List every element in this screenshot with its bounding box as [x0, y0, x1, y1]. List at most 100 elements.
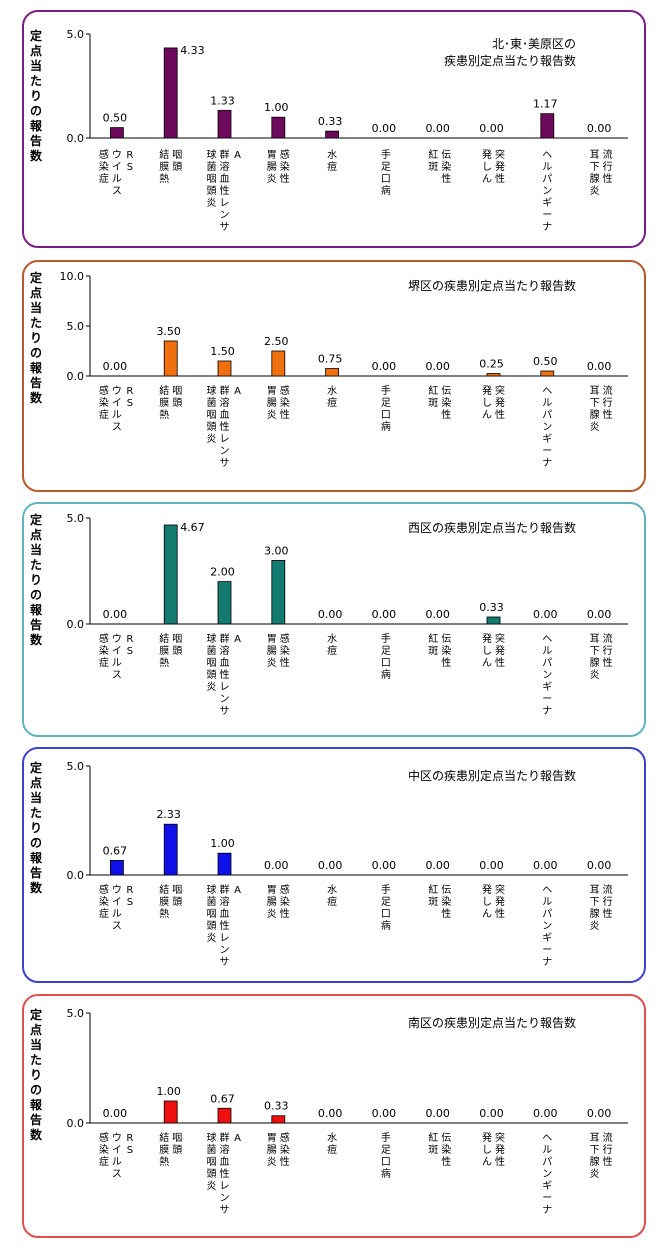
- category-label-char: 頭: [207, 669, 217, 681]
- data-label: 0.00: [479, 859, 504, 872]
- data-label: 0.00: [425, 608, 450, 621]
- category-label-char: 痘: [327, 1143, 337, 1156]
- category-label-char: 咽: [172, 1132, 182, 1144]
- y-axis-label-char: た: [30, 74, 42, 88]
- category-label-char: 血: [220, 656, 230, 669]
- y-axis-label-char: 点: [30, 527, 42, 542]
- category-label-char: ル: [112, 1157, 122, 1168]
- category-label-char: 突: [495, 1131, 505, 1144]
- category-label-char: 感: [99, 148, 109, 161]
- data-label: 0.00: [103, 1107, 128, 1120]
- category-label-char: ン: [542, 422, 552, 433]
- bar: [325, 368, 340, 377]
- data-label: 0.33: [479, 601, 504, 614]
- bar: [163, 524, 178, 625]
- category-label-char: 水: [327, 385, 337, 397]
- category-label-char: 性: [220, 919, 230, 932]
- category-label-char: 性: [603, 172, 613, 185]
- category-label-char: 染: [280, 396, 290, 409]
- category-label-char: ン: [220, 694, 230, 705]
- category-label-char: 口: [381, 658, 391, 669]
- category-label-char: 染: [441, 644, 451, 657]
- category-label-char: 腺: [590, 408, 600, 421]
- category-label-char: 性: [603, 907, 613, 920]
- y-axis-label-char: 数: [30, 390, 43, 405]
- category-label-char: 頭: [207, 185, 217, 197]
- category-label: 伝染性: [441, 884, 451, 920]
- category-label-char: 痘: [327, 895, 337, 908]
- category-label: 結膜熱: [159, 384, 169, 421]
- category-label: 球菌咽頭炎: [207, 384, 217, 445]
- category-label-char: レ: [220, 434, 230, 445]
- category-label-char: ル: [542, 162, 552, 173]
- category-label-char: 水: [327, 149, 337, 161]
- category-label: 突発性: [495, 632, 505, 669]
- category-label-char: 結: [159, 148, 169, 161]
- data-label: 0.00: [103, 360, 128, 373]
- chart-panel-1: 定点当たりの報告数 0.0 5.0 10.0 堺区の疾患別定点当たり報告数 0.00 R S ウ…: [22, 260, 646, 492]
- category-label-char: 病: [381, 668, 391, 681]
- data-label: 0.00: [372, 122, 397, 135]
- category-label: 流行性: [603, 384, 613, 421]
- category-label-char: 発: [495, 1143, 505, 1156]
- y-tick-label: 5.0: [67, 28, 85, 41]
- category-label: 耳下腺炎: [590, 1132, 600, 1180]
- y-axis-label-char: た: [30, 558, 42, 572]
- category-label-char: 手: [381, 1131, 391, 1144]
- category-label: 球菌咽頭炎: [207, 1131, 217, 1192]
- category-label-char: 性: [603, 1155, 613, 1168]
- y-axis-label-char: 当: [30, 790, 42, 805]
- chart-title: 北･東･美原区の: [492, 37, 576, 51]
- category-label-char: 性: [495, 1155, 505, 1168]
- category-label: 胃腸炎: [267, 884, 277, 920]
- category-label-char: 結: [159, 1131, 169, 1144]
- category-label-char: 発: [482, 1131, 492, 1144]
- category-label: ヘルパンギーナ: [542, 1133, 552, 1216]
- category-label-char: 咽: [207, 657, 217, 669]
- category-label-char: 炎: [590, 920, 600, 932]
- category-label-char: 耳: [590, 385, 600, 397]
- category-label-char: 血: [220, 172, 230, 185]
- category-label: 胃腸炎: [267, 149, 277, 185]
- category-label-char: 発: [495, 396, 505, 409]
- category-label-char: 腸: [267, 1144, 277, 1156]
- category-label-char: 咽: [172, 149, 182, 161]
- category-label-char: ウ: [112, 1132, 122, 1144]
- category-label-char: ス: [112, 1169, 122, 1180]
- y-axis-label-char: 当: [30, 542, 42, 557]
- category-label-char: パ: [542, 908, 552, 920]
- category-label: 手足口病: [381, 1131, 391, 1180]
- category-label-char: し: [482, 161, 492, 173]
- data-label: 0.50: [533, 355, 558, 368]
- y-axis-label-char: り: [30, 89, 42, 103]
- category-label-char: 炎: [207, 932, 217, 944]
- category-label: 手足口病: [381, 883, 391, 932]
- category-label: ウイルス: [112, 884, 122, 932]
- data-label: 0.00: [425, 122, 450, 135]
- category-label-char: 紅: [428, 385, 438, 397]
- bar: [163, 823, 178, 876]
- category-label-char: ン: [220, 210, 230, 221]
- chart-panel-4: 定点当たりの報告数 0.0 5.0 南区の疾患別定点当たり報告数 0.00 R S ウイルス感…: [22, 994, 646, 1238]
- category-label-char: レ: [220, 933, 230, 944]
- category-label-char: 紅: [428, 884, 438, 896]
- category-label-char: 染: [280, 644, 290, 657]
- category-label-char: ル: [542, 398, 552, 409]
- category-label-char: 性: [441, 172, 451, 185]
- category-label: 結膜熱: [159, 632, 169, 669]
- category-label-char: 耳: [590, 149, 600, 161]
- category-label-char: 発: [495, 644, 505, 657]
- category-label: 感染症: [99, 632, 109, 669]
- category-label-char: 伝: [441, 633, 451, 645]
- category-label-char: 性: [441, 408, 451, 421]
- category-label: 感染症: [99, 883, 109, 920]
- y-axis-label-char: 数: [30, 632, 43, 647]
- category-label: 紅斑: [428, 633, 438, 657]
- category-label-char: 炎: [207, 1180, 217, 1192]
- category-label: 水痘: [327, 1132, 337, 1156]
- data-label: 0.00: [587, 608, 612, 621]
- category-label-char: 染: [280, 895, 290, 908]
- category-label-char: 炎: [590, 1168, 600, 1180]
- category-label-char: 耳: [590, 1132, 600, 1144]
- category-label: 感染性: [280, 632, 290, 669]
